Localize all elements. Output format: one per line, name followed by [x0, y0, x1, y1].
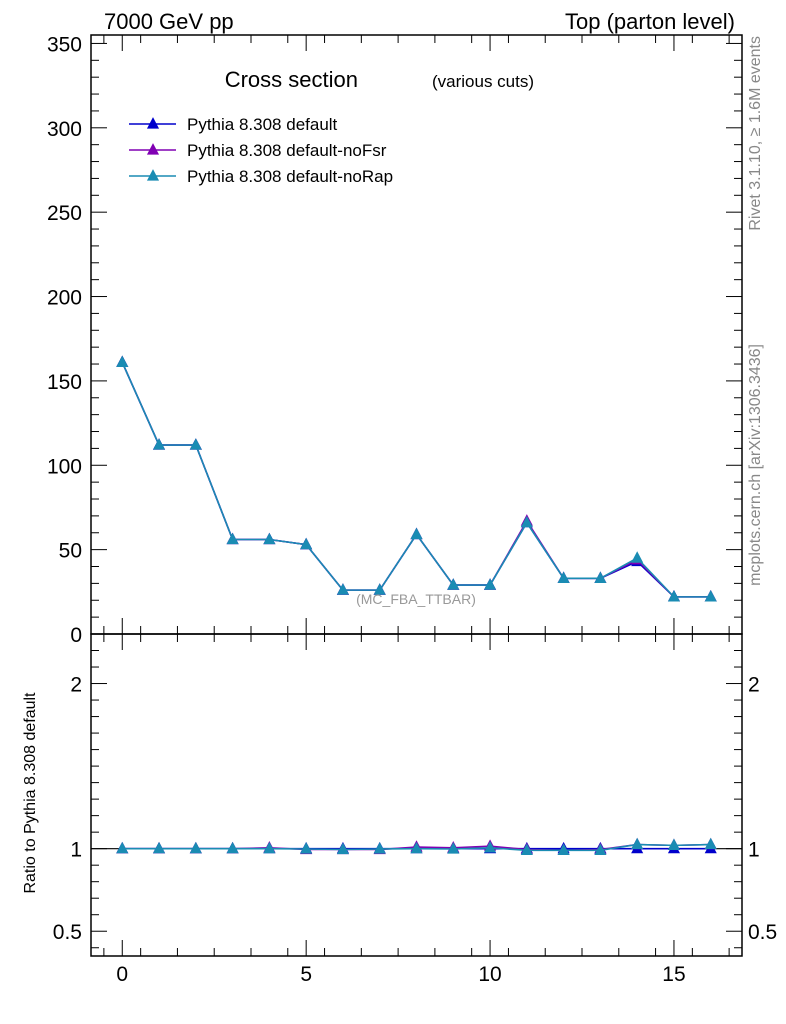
data-point: [447, 578, 460, 590]
chart-subtitle: (various cuts): [432, 72, 534, 91]
data-point: [263, 532, 276, 545]
ratio-tick-labels: 0.5 0.5 1 1 2 2: [53, 674, 777, 945]
ratio-ticks: [91, 634, 742, 956]
mcplots-label: mcplots.cern.ch [arXiv:1306.3436]: [747, 344, 764, 586]
x-tick-label: 5: [300, 963, 312, 986]
ratio-y-tick-label-right: 1: [748, 839, 760, 862]
legend: Pythia 8.308 default Pythia 8.308 default…: [129, 115, 393, 186]
y-tick-label: 300: [47, 118, 82, 141]
series-line: [121, 362, 711, 598]
data-point: [484, 578, 497, 590]
legend-label: Pythia 8.308 default-noFsr: [187, 141, 387, 160]
y-tick-label: 350: [47, 33, 82, 56]
data-point: [300, 842, 313, 854]
rivet-version-label: Rivet 3.1.10, ≥ 1.6M events: [747, 36, 764, 231]
x-axis-tick-labels: 0 5 10 15: [116, 963, 685, 986]
data-point: [263, 841, 276, 854]
data-point: [594, 571, 607, 583]
x-tick-label: 10: [478, 963, 501, 986]
data-point: [373, 583, 386, 595]
y-tick-label: 150: [47, 371, 82, 394]
data-point: [667, 590, 681, 602]
y-tick-label: 0: [70, 624, 82, 647]
header-right-label: Top (parton level): [565, 9, 735, 34]
legend-label: Pythia 8.308 default: [187, 115, 338, 134]
data-point: [336, 583, 349, 595]
ratio-y-tick-label-right: 0.5: [748, 921, 777, 944]
data-point: [116, 841, 129, 854]
legend-marker: [146, 117, 160, 129]
series-2: [116, 837, 717, 855]
data-point: [300, 537, 313, 550]
data-point: [704, 590, 717, 602]
y-tick-label: 100: [47, 455, 82, 478]
main-ticks: [91, 35, 742, 635]
y-tick-label: 50: [59, 540, 82, 563]
data-point: [226, 532, 239, 545]
series-line: [121, 362, 711, 598]
data-point: [704, 837, 717, 850]
header-left-label: 7000 GeV pp: [104, 9, 234, 34]
data-point: [631, 837, 644, 850]
main-series: [116, 355, 717, 602]
main-tick-labels: 0 50 100 150 200 250 300 350: [47, 33, 82, 647]
data-point: [557, 843, 570, 855]
data-point: [226, 841, 239, 854]
y-tick-label: 200: [47, 287, 82, 310]
series-2: [116, 355, 717, 602]
ratio-y-tick-label: 1: [70, 839, 82, 862]
legend-marker: [146, 169, 160, 181]
data-point: [410, 841, 423, 854]
y-tick-label: 250: [47, 202, 82, 225]
data-point: [189, 438, 202, 450]
main-panel: 0 50 100 150 200 250 300 350 Cross section (var…: [47, 33, 743, 647]
ratio-y-tick-label: 0.5: [53, 921, 82, 944]
ratio-series: [116, 837, 717, 855]
data-point: [447, 842, 460, 854]
chart-title: Cross section: [225, 67, 358, 92]
data-point: [152, 438, 166, 450]
data-point: [116, 355, 129, 367]
ratio-y-tick-label-right: 2: [748, 674, 760, 697]
x-tick-label: 0: [116, 963, 128, 986]
data-point: [189, 841, 202, 854]
ratio-y-tick-label: 2: [70, 674, 82, 697]
ratio-frame: [90, 633, 743, 957]
data-point: [373, 842, 386, 854]
ratio-panel: 0.5 0.5 1 1 2 2 Ratio to Pythia 8.308 default: [22, 633, 777, 957]
data-point: [520, 843, 533, 855]
data-point: [631, 551, 644, 563]
legend-label: Pythia 8.308 default-noRap: [187, 167, 393, 186]
data-point: [520, 515, 533, 528]
data-point: [667, 838, 681, 850]
legend-marker: [146, 143, 160, 155]
data-point: [557, 571, 570, 583]
data-point: [410, 527, 423, 540]
data-point: [336, 842, 349, 855]
data-point: [152, 841, 166, 854]
analysis-annotation: (MC_FBA_TTBAR): [356, 591, 476, 607]
series-line: [121, 362, 711, 598]
x-tick-label: 15: [662, 963, 685, 986]
data-point: [484, 841, 497, 853]
data-point: [594, 843, 607, 855]
ratio-y-axis-label: Ratio to Pythia 8.308 default: [22, 692, 39, 894]
